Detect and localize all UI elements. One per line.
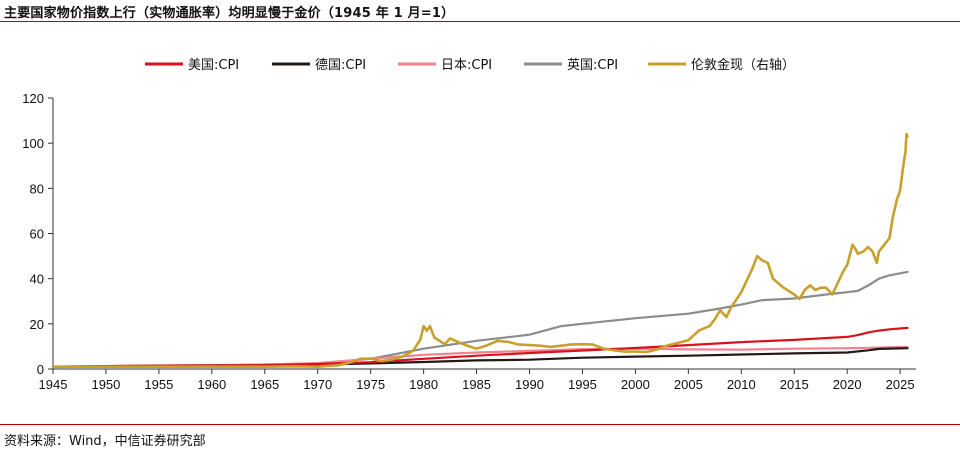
x-tick-label: 2010 (727, 377, 756, 392)
chart-legend: 美国:CPI 德国:CPI 日本:CPI 英国:CPI 伦敦金现（右轴） (145, 57, 795, 73)
page-title: 主要国家物价指数上行（实物通胀率）均明显慢于金价（1945 年 1 月=1） (4, 6, 455, 21)
source-note: 资料来源：Wind，中信证券研究部 (4, 434, 206, 449)
x-tick-label: 1990 (515, 377, 544, 392)
top-divider (0, 21, 960, 22)
y-tick-label: 100 (22, 136, 44, 151)
x-tick-label: 2015 (780, 377, 809, 392)
bottom-divider (0, 424, 960, 425)
x-tick-label: 1945 (39, 377, 68, 392)
y-axis: 0 20 40 60 80 100 120 (22, 91, 54, 377)
x-tick-label: 1955 (144, 377, 173, 392)
series-line (51, 345, 909, 369)
y-tick-label: 60 (30, 227, 44, 242)
legend-label: 英国:CPI (567, 58, 618, 73)
x-tick-label: 1995 (568, 377, 597, 392)
x-tick-label: 1975 (356, 377, 385, 392)
y-tick-label: 40 (30, 272, 44, 287)
legend-label: 日本:CPI (441, 58, 492, 73)
x-tick-label: 1950 (91, 377, 120, 392)
x-tick-label: 2005 (674, 377, 703, 392)
legend-label: 德国:CPI (315, 58, 366, 73)
x-tick-label: 2025 (886, 377, 915, 392)
x-tick-label: 1970 (303, 377, 332, 392)
legend-label: 伦敦金现（右轴） (691, 57, 795, 73)
series-line (51, 326, 909, 368)
y-tick-label: 120 (22, 91, 44, 106)
chart-series (51, 132, 909, 369)
legend-label: 美国:CPI (188, 58, 239, 73)
y-tick-label: 80 (30, 181, 44, 196)
x-tick-label: 1965 (250, 377, 279, 392)
series-line (51, 132, 909, 368)
series-line (51, 347, 909, 368)
x-tick-label: 1985 (462, 377, 491, 392)
x-tick-label: 2000 (621, 377, 650, 392)
x-tick-label: 2020 (833, 377, 862, 392)
x-tick-label: 1960 (197, 377, 226, 392)
x-tick-label: 1980 (409, 377, 438, 392)
x-axis: 1945 1950 1955 1960 1965 1970 1975 1980 1985 1990… (39, 368, 916, 392)
y-tick-label: 20 (30, 317, 44, 332)
y-tick-label: 0 (37, 362, 44, 377)
